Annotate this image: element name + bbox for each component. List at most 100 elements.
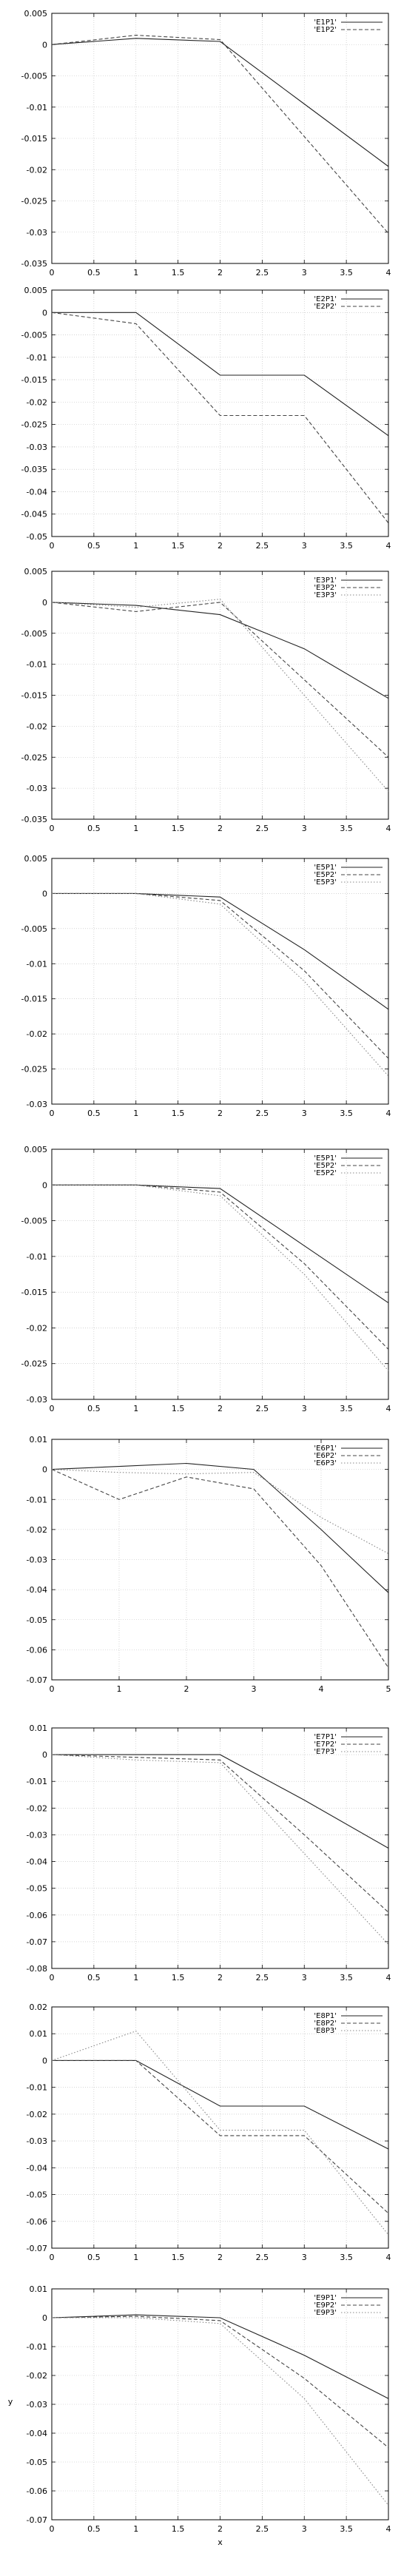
x-tick-label: 4 [319, 1684, 324, 1694]
x-tick-label: 3 [302, 1973, 307, 1983]
series-line-1 [51, 1462, 389, 1593]
y-tick-label: 0.005 [24, 1145, 48, 1154]
y-tick-label: -0.035 [21, 259, 47, 269]
x-tick-label: 3 [302, 2253, 307, 2262]
y-tick-label: -0.005 [21, 331, 47, 340]
x-tick-label: 3 [302, 268, 307, 278]
x-tick-label: 0 [50, 1404, 55, 1413]
y-tick-label: -0.02 [27, 1323, 47, 1333]
series-line-1 [51, 602, 389, 699]
y-axis-label: y [8, 2397, 13, 2407]
y-tick-label: -0.08 [27, 1964, 47, 1974]
x-tick-label: 0 [50, 1109, 55, 1118]
legend-label: 'E7P1' [314, 1733, 337, 1741]
series-line-3 [52, 1184, 389, 1371]
y-tick-label: -0.005 [21, 924, 47, 934]
y-tick-label: 0.005 [24, 567, 48, 576]
plot-frame [51, 289, 389, 537]
legend-label: 'E5P2' [314, 1169, 337, 1177]
y-tick-label: -0.04 [27, 2429, 47, 2438]
plot-frame [51, 1439, 389, 1681]
series-line-2 [51, 312, 389, 524]
y-tick-label: 0.005 [24, 286, 48, 295]
y-tick-label: -0.025 [21, 197, 47, 206]
series-line-3 [51, 1469, 389, 1554]
x-tick-label: 0.5 [87, 541, 101, 551]
chart-panel-8: 0.02 0.01 0 -0.01 -0.02 -0.03 -0.04 -0.05 -0.06 -… [27, 2002, 391, 2262]
x-tick-label: 4 [386, 541, 391, 551]
y-tick-label: 0 [42, 40, 47, 50]
y-tick-label: -0.01 [27, 1252, 47, 1262]
y-tick-label: -0.06 [27, 1911, 47, 1920]
legend-label: 'E5P2' [314, 871, 337, 879]
x-tick-label: 2.5 [256, 1109, 269, 1118]
y-tick-label: -0.05 [27, 2190, 47, 2200]
x-tick-label: 4 [386, 1973, 391, 1983]
legend-label: 'E8P1' [314, 2012, 337, 2020]
y-tick-label: -0.02 [27, 1525, 47, 1535]
y-tick-label: -0.025 [21, 1065, 47, 1075]
y-tick-label: -0.015 [21, 375, 47, 385]
x-tick-label: 0 [50, 1973, 55, 1983]
legend-label: 'E3P3' [314, 591, 337, 599]
x-tick-label: 2.5 [256, 541, 269, 551]
y-tick-label: -0.01 [27, 1495, 47, 1504]
x-tick-label: 1 [133, 541, 138, 551]
series-line-1 [52, 312, 389, 437]
series-line-1 [51, 38, 389, 167]
x-tick-label: 2.5 [256, 1404, 269, 1413]
legend-label: 'E7P3' [314, 1748, 337, 1756]
series-line-1 [51, 2314, 389, 2399]
y-tick-label: -0.02 [27, 1803, 47, 1813]
y-tick-label: -0.03 [27, 2136, 47, 2146]
x-tick-label: 2 [218, 824, 223, 833]
y-tick-label: -0.03 [27, 443, 47, 452]
y-tick-label: -0.01 [27, 660, 47, 670]
x-tick-label: 1.5 [172, 268, 185, 278]
y-tick-label: 0.01 [30, 1724, 48, 1733]
y-tick-label: -0.06 [27, 2217, 47, 2227]
legend-label: 'E7P2' [314, 1741, 337, 1749]
series-line-2 [51, 2316, 389, 2448]
y-tick-label: 0.01 [30, 1435, 48, 1445]
x-tick-label: 1 [133, 1404, 138, 1413]
y-tick-label: -0.005 [21, 629, 47, 639]
y-tick-label: -0.015 [21, 691, 47, 701]
x-tick-label: 1 [133, 1109, 138, 1118]
plot-frame [51, 858, 389, 1105]
x-tick-label: 1 [133, 824, 138, 833]
x-tick-label: 3.5 [340, 268, 353, 278]
y-tick-label: -0.01 [27, 353, 47, 363]
y-tick-label: -0.005 [21, 72, 47, 81]
series-line-2 [51, 1754, 389, 1913]
x-tick-label: 4 [386, 1404, 391, 1413]
y-tick-label: -0.045 [21, 510, 47, 519]
legend-label: 'E5P3' [314, 878, 337, 887]
x-tick-label: 2 [218, 1404, 223, 1413]
x-tick-label: 4 [386, 824, 391, 833]
x-tick-label: 3 [252, 1684, 257, 1694]
y-tick-label: -0.02 [27, 1029, 47, 1039]
y-tick-label: 0 [42, 308, 47, 317]
y-tick-label: -0.04 [27, 1857, 47, 1867]
series-line-2 [51, 35, 389, 234]
y-tick-label: -0.01 [27, 959, 47, 969]
x-tick-label: 4 [386, 268, 391, 278]
x-tick-label: 3 [302, 1404, 307, 1413]
x-tick-label: 0 [50, 824, 55, 833]
y-tick-label: -0.02 [27, 397, 47, 407]
legend-label: 'E3P2' [314, 584, 337, 592]
series-line-3 [51, 599, 389, 792]
chart-panel-5: 0.0050-0.005-0.01-0.015-0.02-0.025-0.030… [21, 1145, 391, 1413]
x-tick-label: 1.5 [172, 1973, 185, 1983]
series-line-2 [51, 1469, 389, 1669]
x-tick-label: 3 [302, 824, 307, 833]
y-tick-label: -0.025 [21, 420, 47, 430]
x-tick-label: 1 [117, 1684, 122, 1694]
y-tick-label: -0.03 [27, 1100, 47, 1109]
y-tick-label: -0.05 [27, 1884, 47, 1894]
y-tick-label: -0.03 [27, 1830, 47, 1840]
x-tick-label: 0 [50, 1684, 55, 1694]
chart-panel-9: 0.01 0 -0.01 -0.02 -0.03 -0.04 -0.05 -0.06 -0.07… [8, 2284, 391, 2547]
y-tick-label: 0 [42, 889, 47, 898]
